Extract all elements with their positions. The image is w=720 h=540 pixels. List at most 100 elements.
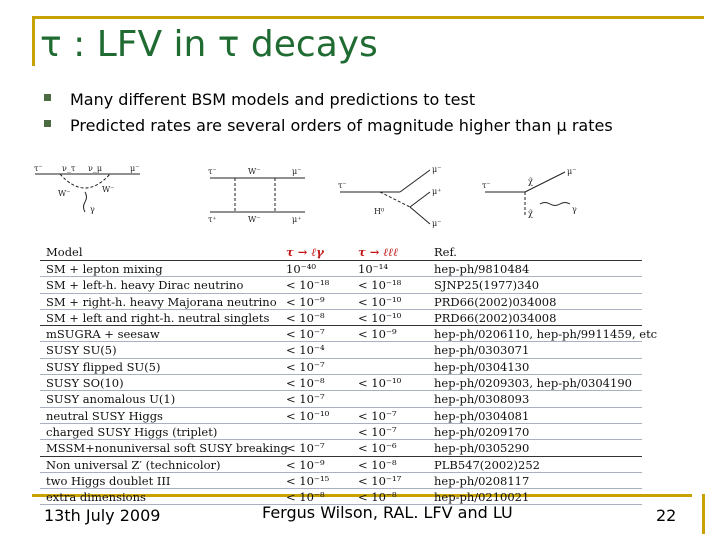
table-header-row: Model τ → ℓγ τ → ℓℓℓ Ref. <box>40 244 642 261</box>
diagram-label: τ⁻ <box>208 167 217 176</box>
table-row: SUSY flipped SU(5) < 10⁻⁷ hep-ph/0304130 <box>40 359 642 376</box>
header-ref: Ref. <box>434 245 457 259</box>
square-bullet-icon <box>44 120 51 127</box>
cell-model: SUSY flipped SU(5) <box>46 359 161 374</box>
cell-rate-lll: < 10⁻⁷ <box>358 408 397 423</box>
diagram-label: χ̃ <box>528 209 533 218</box>
header-tau-lgamma: τ → ℓγ <box>286 245 324 259</box>
table-row: SUSY anomalous U(1) < 10⁻⁷ hep-ph/0308093 <box>40 391 642 408</box>
cell-rate-lll: < 10⁻⁶ <box>358 441 397 456</box>
diagram-label: μ⁻ <box>567 167 576 176</box>
cell-model: MSSM+nonuniversal soft SUSY breaking <box>46 441 288 456</box>
cell-rate-lgamma: < 10⁻⁸ <box>286 490 325 505</box>
diagram-label: ν_μ <box>88 164 102 173</box>
cell-model: SM + lepton mixing <box>46 262 163 276</box>
cell-ref: PLB547(2002)252 <box>434 457 540 472</box>
bullet-item: Many different BSM models and prediction… <box>40 88 700 114</box>
cell-ref: hep-ph/0304081 <box>434 408 530 423</box>
cell-rate-lgamma: < 10⁻⁷ <box>286 359 325 374</box>
cell-ref: hep-ph/0209170 <box>434 424 530 439</box>
diagram-label: γ <box>572 205 577 214</box>
diagram-label: μ⁺ <box>432 187 441 196</box>
cell-ref: hep-ph/0304130 <box>434 359 530 374</box>
square-bullet-icon <box>44 94 51 101</box>
cell-ref: PRD66(2002)034008 <box>434 294 557 309</box>
cell-rate-lll: < 10⁻⁷ <box>358 424 397 439</box>
table-row: SM + lepton mixing 10⁻⁴⁰ 10⁻¹⁴ hep-ph/98104… <box>40 261 642 278</box>
cell-ref: hep-ph/0305290 <box>434 441 530 456</box>
diagram-label: μ⁻ <box>292 167 301 176</box>
footer-author: Fergus Wilson, RAL. LFV and LU <box>262 503 513 522</box>
frame-bottom-rule <box>32 494 692 497</box>
table-row: mSUGRA + seesaw < 10⁻⁷ < 10⁻⁹ hep-ph/020611… <box>40 326 657 343</box>
diagram-label: τ⁻ <box>34 164 43 173</box>
cell-ref: hep-ph/0206110, hep-ph/9911459, etc <box>434 327 658 342</box>
bullet-list: Many different BSM models and prediction… <box>40 88 700 140</box>
diagram-label: W⁻ <box>248 167 260 176</box>
cell-rate-lgamma: 10⁻⁴⁰ <box>286 262 316 276</box>
frame-top-rule <box>32 16 704 19</box>
cell-rate-lgamma: < 10⁻⁸ <box>286 376 325 391</box>
cell-model: SM + left and right-h. neutral singlets <box>46 310 270 325</box>
feynman-diagram-2: τ⁻ W⁻ μ⁻ τ⁺ W⁻ μ⁺ <box>208 167 305 224</box>
lfv-predictions-table: Model τ → ℓγ τ → ℓℓℓ Ref. SM + lepton mi… <box>40 244 657 506</box>
table-row: two Higgs doublet III < 10⁻¹⁵ < 10⁻¹⁷ hep-p… <box>40 473 642 490</box>
cell-rate-lgamma: < 10⁻⁹ <box>286 457 325 472</box>
cell-ref: hep-ph/0210021 <box>434 490 530 505</box>
cell-model: mSUGRA + seesaw <box>46 327 160 342</box>
diagram-label: μ⁻ <box>130 164 139 173</box>
diagram-label: τ⁻ <box>338 181 347 190</box>
cell-ref: hep-ph/0303071 <box>434 343 530 358</box>
bullet-text: Many different BSM models and prediction… <box>70 90 476 109</box>
feynman-diagram-4: τ⁻ χ̃ μ⁻ χ̃ γ <box>482 167 577 218</box>
diagram-label: W⁻ <box>58 189 70 198</box>
cell-ref: SJNP25(1977)340 <box>434 278 540 293</box>
cell-rate-lll: < 10⁻¹⁰ <box>358 294 402 309</box>
table-row: SUSY SO(10) < 10⁻⁸ < 10⁻¹⁰ hep-ph/0209303, … <box>40 375 642 392</box>
table-row: SUSY SU(5) < 10⁻⁴ hep-ph/0303071 <box>40 342 642 359</box>
cell-rate-lll: < 10⁻¹⁰ <box>358 376 402 391</box>
frame-right-rule <box>702 494 705 534</box>
table-row: charged SUSY Higgs (triplet) < 10⁻⁷ hep-ph… <box>40 424 642 441</box>
diagram-label: τ⁺ <box>208 215 217 224</box>
diagram-label: W⁻ <box>102 185 114 194</box>
table-row: neutral SUSY Higgs < 10⁻¹⁰ < 10⁻⁷ hep-ph/03… <box>40 408 642 424</box>
cell-rate-lgamma: < 10⁻¹⁸ <box>286 278 330 293</box>
feynman-diagram-1: τ⁻ ν_τ ν_μ μ⁻ W⁻ W⁻ γ <box>34 164 140 214</box>
cell-ref: hep-ph/0308093 <box>434 392 530 407</box>
cell-rate-lgamma: < 10⁻⁷ <box>286 441 325 456</box>
cell-rate-lll: < 10⁻⁸ <box>358 490 397 505</box>
page-number: 22 <box>656 506 677 525</box>
cell-model: SUSY SO(10) <box>46 376 124 391</box>
table-row: SM + left-h. heavy Dirac neutrino < 10⁻¹⁸… <box>40 277 642 294</box>
cell-ref: hep-ph/0208117 <box>434 473 530 488</box>
diagram-label: μ⁻ <box>432 165 441 174</box>
table-row: SM + left and right-h. neutral singlets <… <box>40 310 642 327</box>
cell-rate-lgamma: < 10⁻⁷ <box>286 327 325 342</box>
bullet-item: Predicted rates are several orders of ma… <box>40 114 700 140</box>
cell-ref: PRD66(2002)034008 <box>434 310 557 325</box>
cell-rate-lgamma: < 10⁻¹⁵ <box>286 473 330 488</box>
cell-rate-lll: < 10⁻⁹ <box>358 327 397 342</box>
cell-model: neutral SUSY Higgs <box>46 408 163 423</box>
cell-rate-lll: 10⁻¹⁴ <box>358 262 388 276</box>
table-row: MSSM+nonuniversal soft SUSY breaking < 10… <box>40 440 642 457</box>
footer-date: 13th July 2009 <box>44 506 161 525</box>
diagram-label: μ⁻ <box>432 219 441 228</box>
bullet-text: Predicted rates are several orders of ma… <box>70 116 613 135</box>
diagram-label: μ⁺ <box>292 215 301 224</box>
cell-rate-lll: < 10⁻⁸ <box>358 457 397 472</box>
cell-model: charged SUSY Higgs (triplet) <box>46 424 218 439</box>
diagram-label: χ̃ <box>528 177 533 186</box>
cell-model: Non universal Z′ (technicolor) <box>46 457 221 472</box>
cell-rate-lll: < 10⁻¹⁷ <box>358 473 402 488</box>
table-row: SM + right-h. heavy Majorana neutrino < 1… <box>40 294 642 310</box>
slide-title: τ : LFV in τ decays <box>40 24 378 65</box>
feynman-diagram-3: τ⁻ μ⁻ μ⁺ H⁰ μ⁻ <box>338 165 441 228</box>
table-row: Non universal Z′ (technicolor) < 10⁻⁹ < 10… <box>40 457 642 473</box>
cell-rate-lgamma: < 10⁻⁸ <box>286 310 325 325</box>
diagram-label: ν_τ <box>62 164 76 173</box>
cell-rate-lgamma: < 10⁻⁷ <box>286 392 325 407</box>
cell-model: SM + right-h. heavy Majorana neutrino <box>46 294 277 309</box>
table-row: extra dimensions < 10⁻⁸ < 10⁻⁸ hep-ph/02100… <box>40 489 642 506</box>
